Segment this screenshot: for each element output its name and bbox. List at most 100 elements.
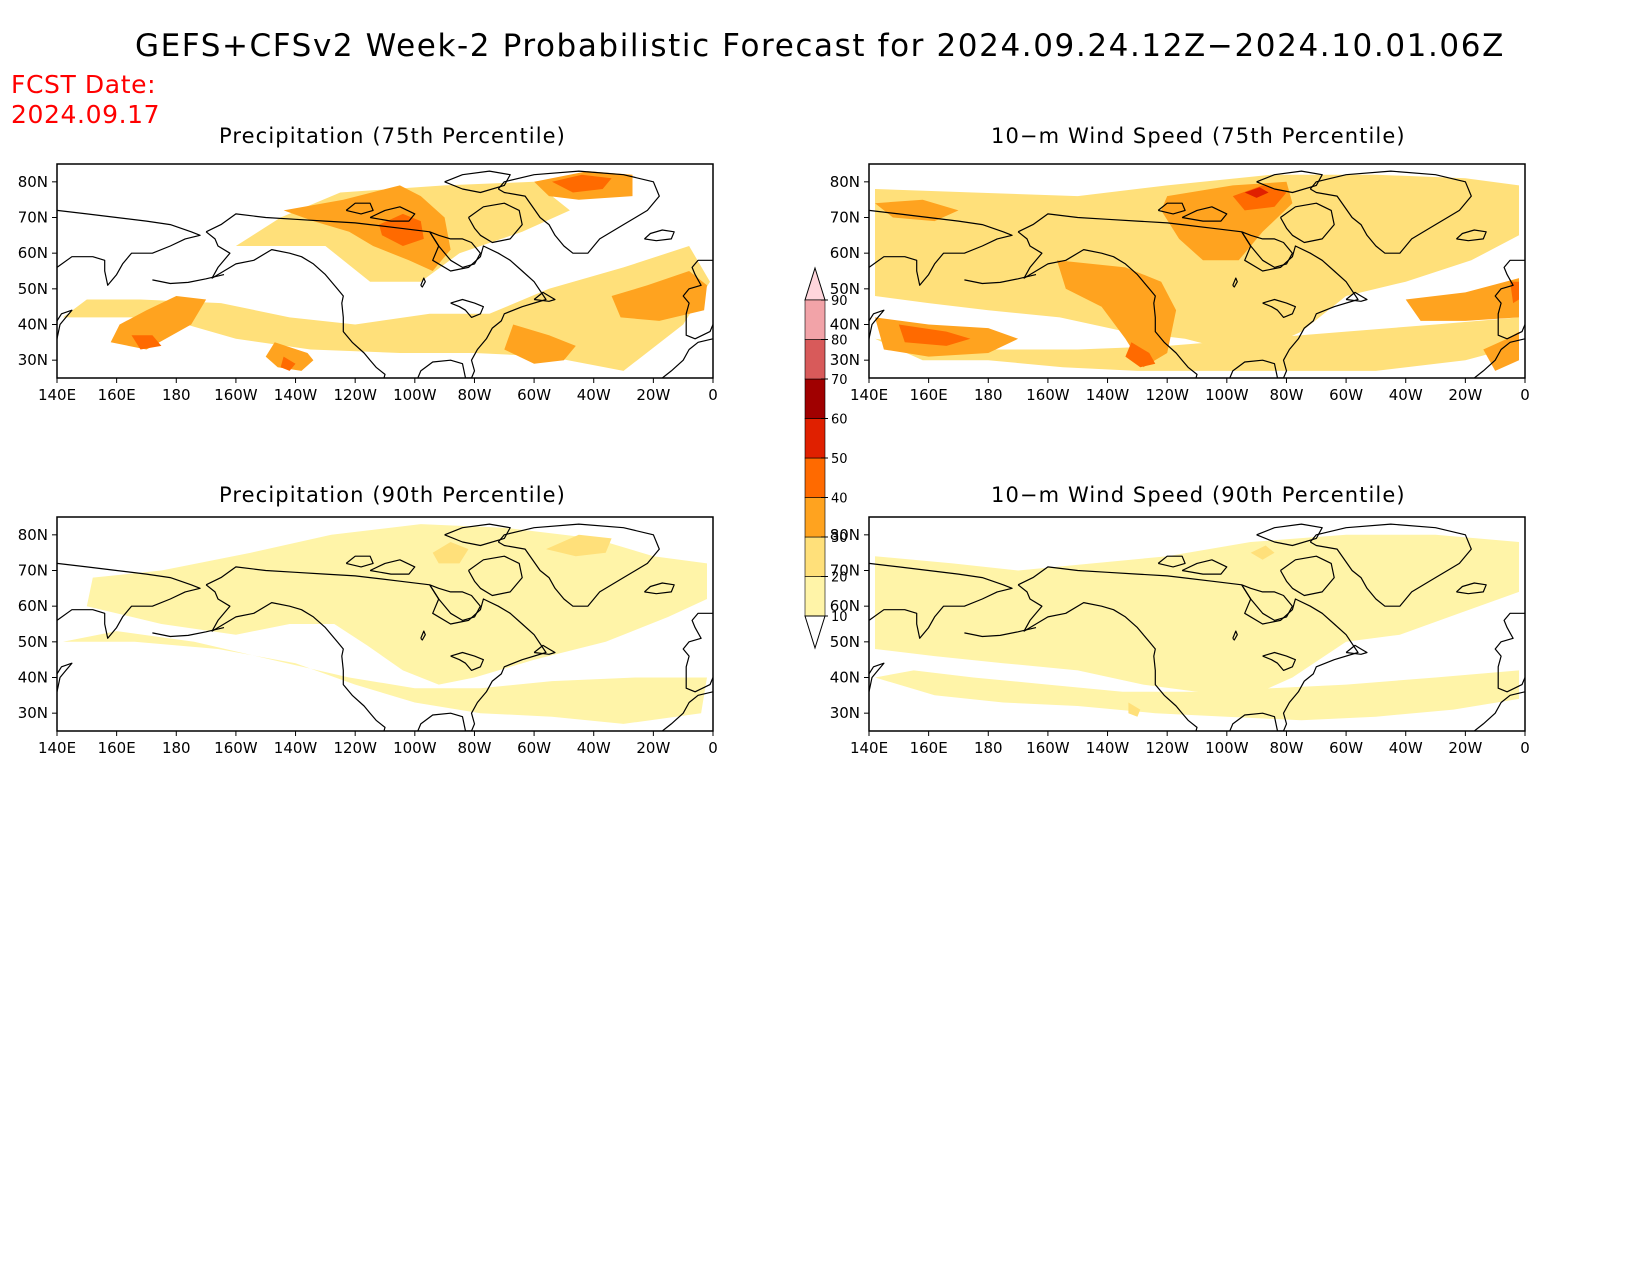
contour-fill-bin-30-40 <box>1483 331 1519 371</box>
lat-tick-label: 40N <box>18 669 48 687</box>
baffin-island-coast <box>1279 202 1335 244</box>
lon-tick-label: 40W <box>1389 386 1423 404</box>
africa-coast <box>1473 338 1525 378</box>
lon-tick-label: 160E <box>98 386 136 404</box>
lon-tick-label: 20W <box>1448 739 1482 757</box>
newfoundland-coast <box>1345 291 1368 302</box>
colorbar-upper-arrow <box>804 266 826 301</box>
map-panel-wind-90: 140E 160E 180 160W 140W 120W 100W 80W 60W 40W 20W 0… <box>830 516 1530 757</box>
greenland-coast <box>497 170 660 254</box>
japan-coast <box>869 662 885 693</box>
colorbar-level-label: 80 <box>831 334 848 349</box>
japan-coast <box>869 309 885 340</box>
lon-tick-label: 140W <box>1086 386 1130 404</box>
lon-tick-label: 40W <box>1389 739 1423 757</box>
lat-tick-label: 80N <box>18 173 48 191</box>
iceland-coast <box>1455 229 1487 242</box>
aleutian-chain-coast <box>152 274 225 285</box>
lon-tick-label: 100W <box>1205 739 1249 757</box>
contour-fill-bin-40-50 <box>898 324 971 346</box>
map-frame <box>56 163 714 379</box>
greenland-coast <box>1309 170 1472 254</box>
lat-tick-label: 50N <box>830 280 860 298</box>
asia-coast <box>57 562 201 639</box>
asia-coast <box>869 209 1013 286</box>
colorbar-bin <box>804 299 826 340</box>
lon-tick-label: 0 <box>1520 739 1530 757</box>
colorbar-level-label: 90 <box>831 294 848 309</box>
map-panel-wind-75: 140E 160E 180 160W 140W 120W 100W 80W 60W 40W 20W 0… <box>830 163 1530 404</box>
ellesmere-island-coast <box>444 523 511 547</box>
africa-coast <box>661 691 713 731</box>
lon-tick-label: 0 <box>708 386 718 404</box>
contour-fill-bin-30-40 <box>265 342 314 371</box>
lon-tick-label: 40W <box>577 386 611 404</box>
lat-tick-label: 70N <box>18 562 48 580</box>
newfoundland-coast <box>533 291 556 302</box>
contour-fill-bin-30-40 <box>1405 278 1519 321</box>
lon-tick-label: 160E <box>910 386 948 404</box>
lon-tick-label: 80W <box>457 386 491 404</box>
map-panel-precip-90: 140E 160E 180 160W 140W 120W 100W 80W 60W 40W 20W 0… <box>18 516 718 757</box>
banks-island-coast <box>1157 202 1186 215</box>
japan-coast <box>57 309 73 340</box>
banks-island-coast <box>1157 555 1186 568</box>
contour-fill-bin-30-40 <box>611 271 707 321</box>
lon-tick-label: 60W <box>517 739 551 757</box>
baffin-island-coast <box>467 202 523 244</box>
colorbar-bin <box>804 576 826 617</box>
lake-winnipeg-coast <box>1232 277 1238 288</box>
colorbar-bin <box>804 418 826 459</box>
lon-tick-label: 60W <box>1329 739 1363 757</box>
newfoundland-coast <box>533 644 556 655</box>
lat-tick-label: 40N <box>830 316 860 334</box>
contour-fill-bin-40-50 <box>1510 281 1519 304</box>
aleutian-chain-coast <box>152 627 225 638</box>
contour-fill-bin-20-30 <box>546 534 612 557</box>
contour-fill-bin-10-20 <box>875 670 1519 721</box>
panel-title-wind-75: 10−m Wind Speed (75th Percentile) <box>991 124 1406 148</box>
lon-tick-label: 0 <box>708 739 718 757</box>
lat-tick-label: 70N <box>830 209 860 227</box>
contour-fill-bin-20-30 <box>1128 702 1141 717</box>
colorbar-level-label: 30 <box>831 531 848 546</box>
contour-fill-bin-10-20 <box>86 524 708 685</box>
lat-tick-label: 70N <box>830 562 860 580</box>
banks-island-coast <box>345 202 374 215</box>
africa-coast <box>661 338 713 378</box>
great-lakes-coast <box>450 651 484 671</box>
forecast-date-value: 2024.09.17 <box>11 100 161 129</box>
lat-tick-label: 30N <box>830 704 860 722</box>
contour-fill-bin-40-50 <box>552 174 612 193</box>
europe-coast <box>682 612 713 693</box>
hudson-bay-coast <box>1241 231 1293 268</box>
lat-tick-label: 70N <box>18 209 48 227</box>
lat-tick-label: 60N <box>18 597 48 615</box>
baffin-island-coast <box>467 555 523 597</box>
colorbar-level-label: 20 <box>831 571 848 586</box>
north-america-coast <box>1017 213 1359 378</box>
north-america-coast <box>1017 566 1359 731</box>
contour-fill-bin-30-40 <box>1056 260 1177 368</box>
banks-island-coast <box>345 555 374 568</box>
africa-coast <box>1473 691 1525 731</box>
map-panel-precip-75: 140E 160E 180 160W 140W 120W 100W 80W 60W 40W 20W 0… <box>18 163 718 404</box>
contour-fill-bin-20-30 <box>1250 545 1275 560</box>
victoria-island-coast <box>369 559 416 575</box>
lon-tick-label: 120W <box>1145 386 1189 404</box>
colorbar-level-label: 50 <box>831 452 848 467</box>
lon-tick-label: 160W <box>214 739 258 757</box>
lon-tick-label: 40W <box>577 739 611 757</box>
lat-tick-label: 30N <box>18 704 48 722</box>
ellesmere-island-coast <box>1256 523 1323 547</box>
colorbar-level-label: 10 <box>831 610 848 625</box>
lon-tick-label: 140W <box>274 739 318 757</box>
europe-coast <box>1494 259 1525 340</box>
north-america-coast <box>205 213 547 378</box>
lon-tick-label: 0 <box>1520 386 1530 404</box>
great-lakes-coast <box>450 298 484 318</box>
colorbar-bin <box>804 378 826 419</box>
colorbar-level-label: 40 <box>831 492 848 507</box>
ellesmere-island-coast <box>444 170 511 194</box>
lat-tick-label: 80N <box>18 526 48 544</box>
